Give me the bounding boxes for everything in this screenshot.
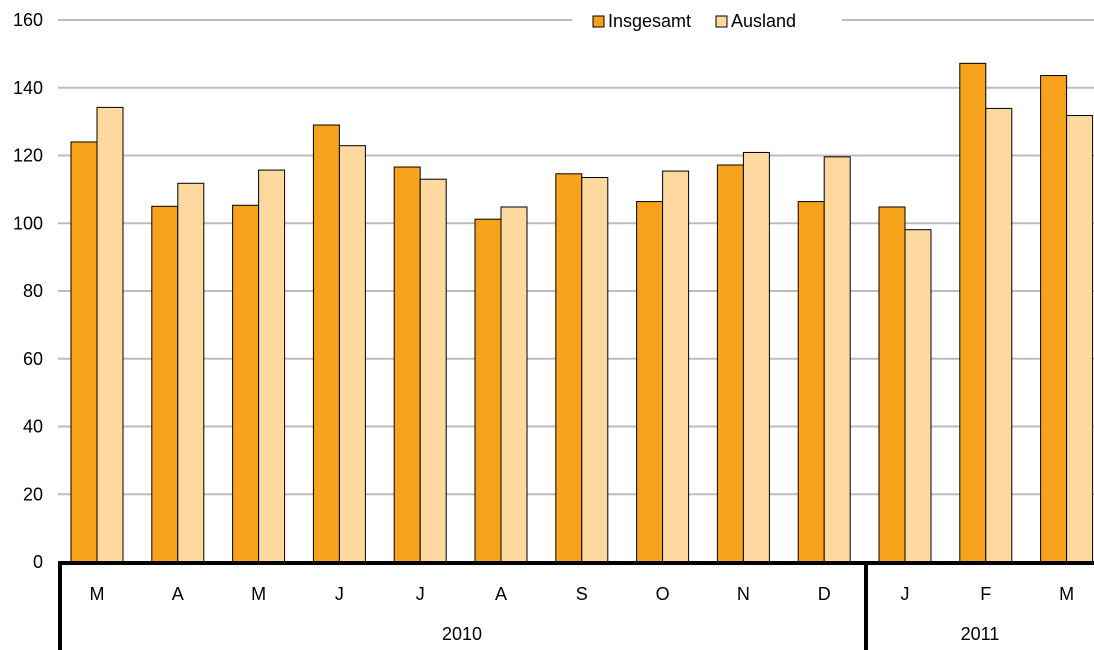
x-tick-label: J — [335, 584, 344, 604]
bar — [500, 206, 528, 563]
legend: Insgesamt Ausland — [572, 10, 842, 34]
bar — [636, 201, 664, 563]
x-tick-label: A — [172, 584, 184, 604]
bar — [662, 170, 690, 563]
y-tick-label: 80 — [23, 281, 43, 301]
y-tick-label: 140 — [13, 78, 43, 98]
bar — [1066, 115, 1094, 563]
y-tick-label: 160 — [13, 10, 43, 30]
x-tick-label: A — [495, 584, 507, 604]
x-tick-label: M — [1059, 584, 1074, 604]
legend-bg — [572, 10, 842, 34]
legend-label-ausland: Ausland — [731, 11, 796, 31]
x-tick-label: N — [737, 584, 750, 604]
legend-label-insgesamt: Insgesamt — [608, 11, 691, 31]
bar — [96, 106, 124, 563]
x-tick-label: M — [251, 584, 266, 604]
bar — [797, 201, 825, 563]
bar — [742, 151, 770, 563]
legend-swatch-ausland — [715, 15, 728, 28]
bar — [904, 229, 932, 563]
bar — [985, 107, 1013, 563]
bar — [555, 173, 583, 563]
bar — [393, 166, 421, 563]
x-tick-label: D — [818, 584, 831, 604]
bar — [878, 206, 906, 563]
x-tick-label: M — [90, 584, 105, 604]
bar — [177, 182, 205, 563]
bar — [474, 218, 502, 563]
bar — [716, 164, 744, 563]
bar — [338, 145, 366, 563]
x-tick-label: S — [576, 584, 588, 604]
bar — [70, 141, 98, 563]
y-tick-label: 60 — [23, 349, 43, 369]
y-tick-label: 120 — [13, 146, 43, 166]
legend-swatch-insgesamt — [592, 15, 605, 28]
y-tick-label: 0 — [33, 552, 43, 572]
bar — [232, 204, 260, 563]
x-tick-label: F — [980, 584, 991, 604]
bar — [419, 178, 447, 563]
bar — [258, 169, 286, 563]
bar — [151, 205, 179, 563]
bar — [312, 124, 340, 563]
bar — [823, 156, 851, 563]
x-tick-label: J — [416, 584, 425, 604]
bars — [70, 62, 1094, 563]
year-group-label: 2010 — [442, 624, 482, 644]
year-group-label: 2011 — [961, 624, 1000, 644]
y-axis: 0 20 40 60 80 100 120 140 160 — [13, 10, 43, 572]
x-axis: M A M J J A S O N D J F M 2010 2011 — [58, 561, 1094, 650]
y-tick-label: 20 — [23, 484, 43, 504]
bar — [581, 177, 609, 563]
y-tick-label: 100 — [13, 213, 43, 233]
x-tick-label: O — [656, 584, 670, 604]
bar — [1040, 75, 1068, 563]
y-tick-label: 40 — [23, 417, 43, 437]
x-tick-label: J — [901, 584, 910, 604]
bar — [959, 62, 987, 563]
